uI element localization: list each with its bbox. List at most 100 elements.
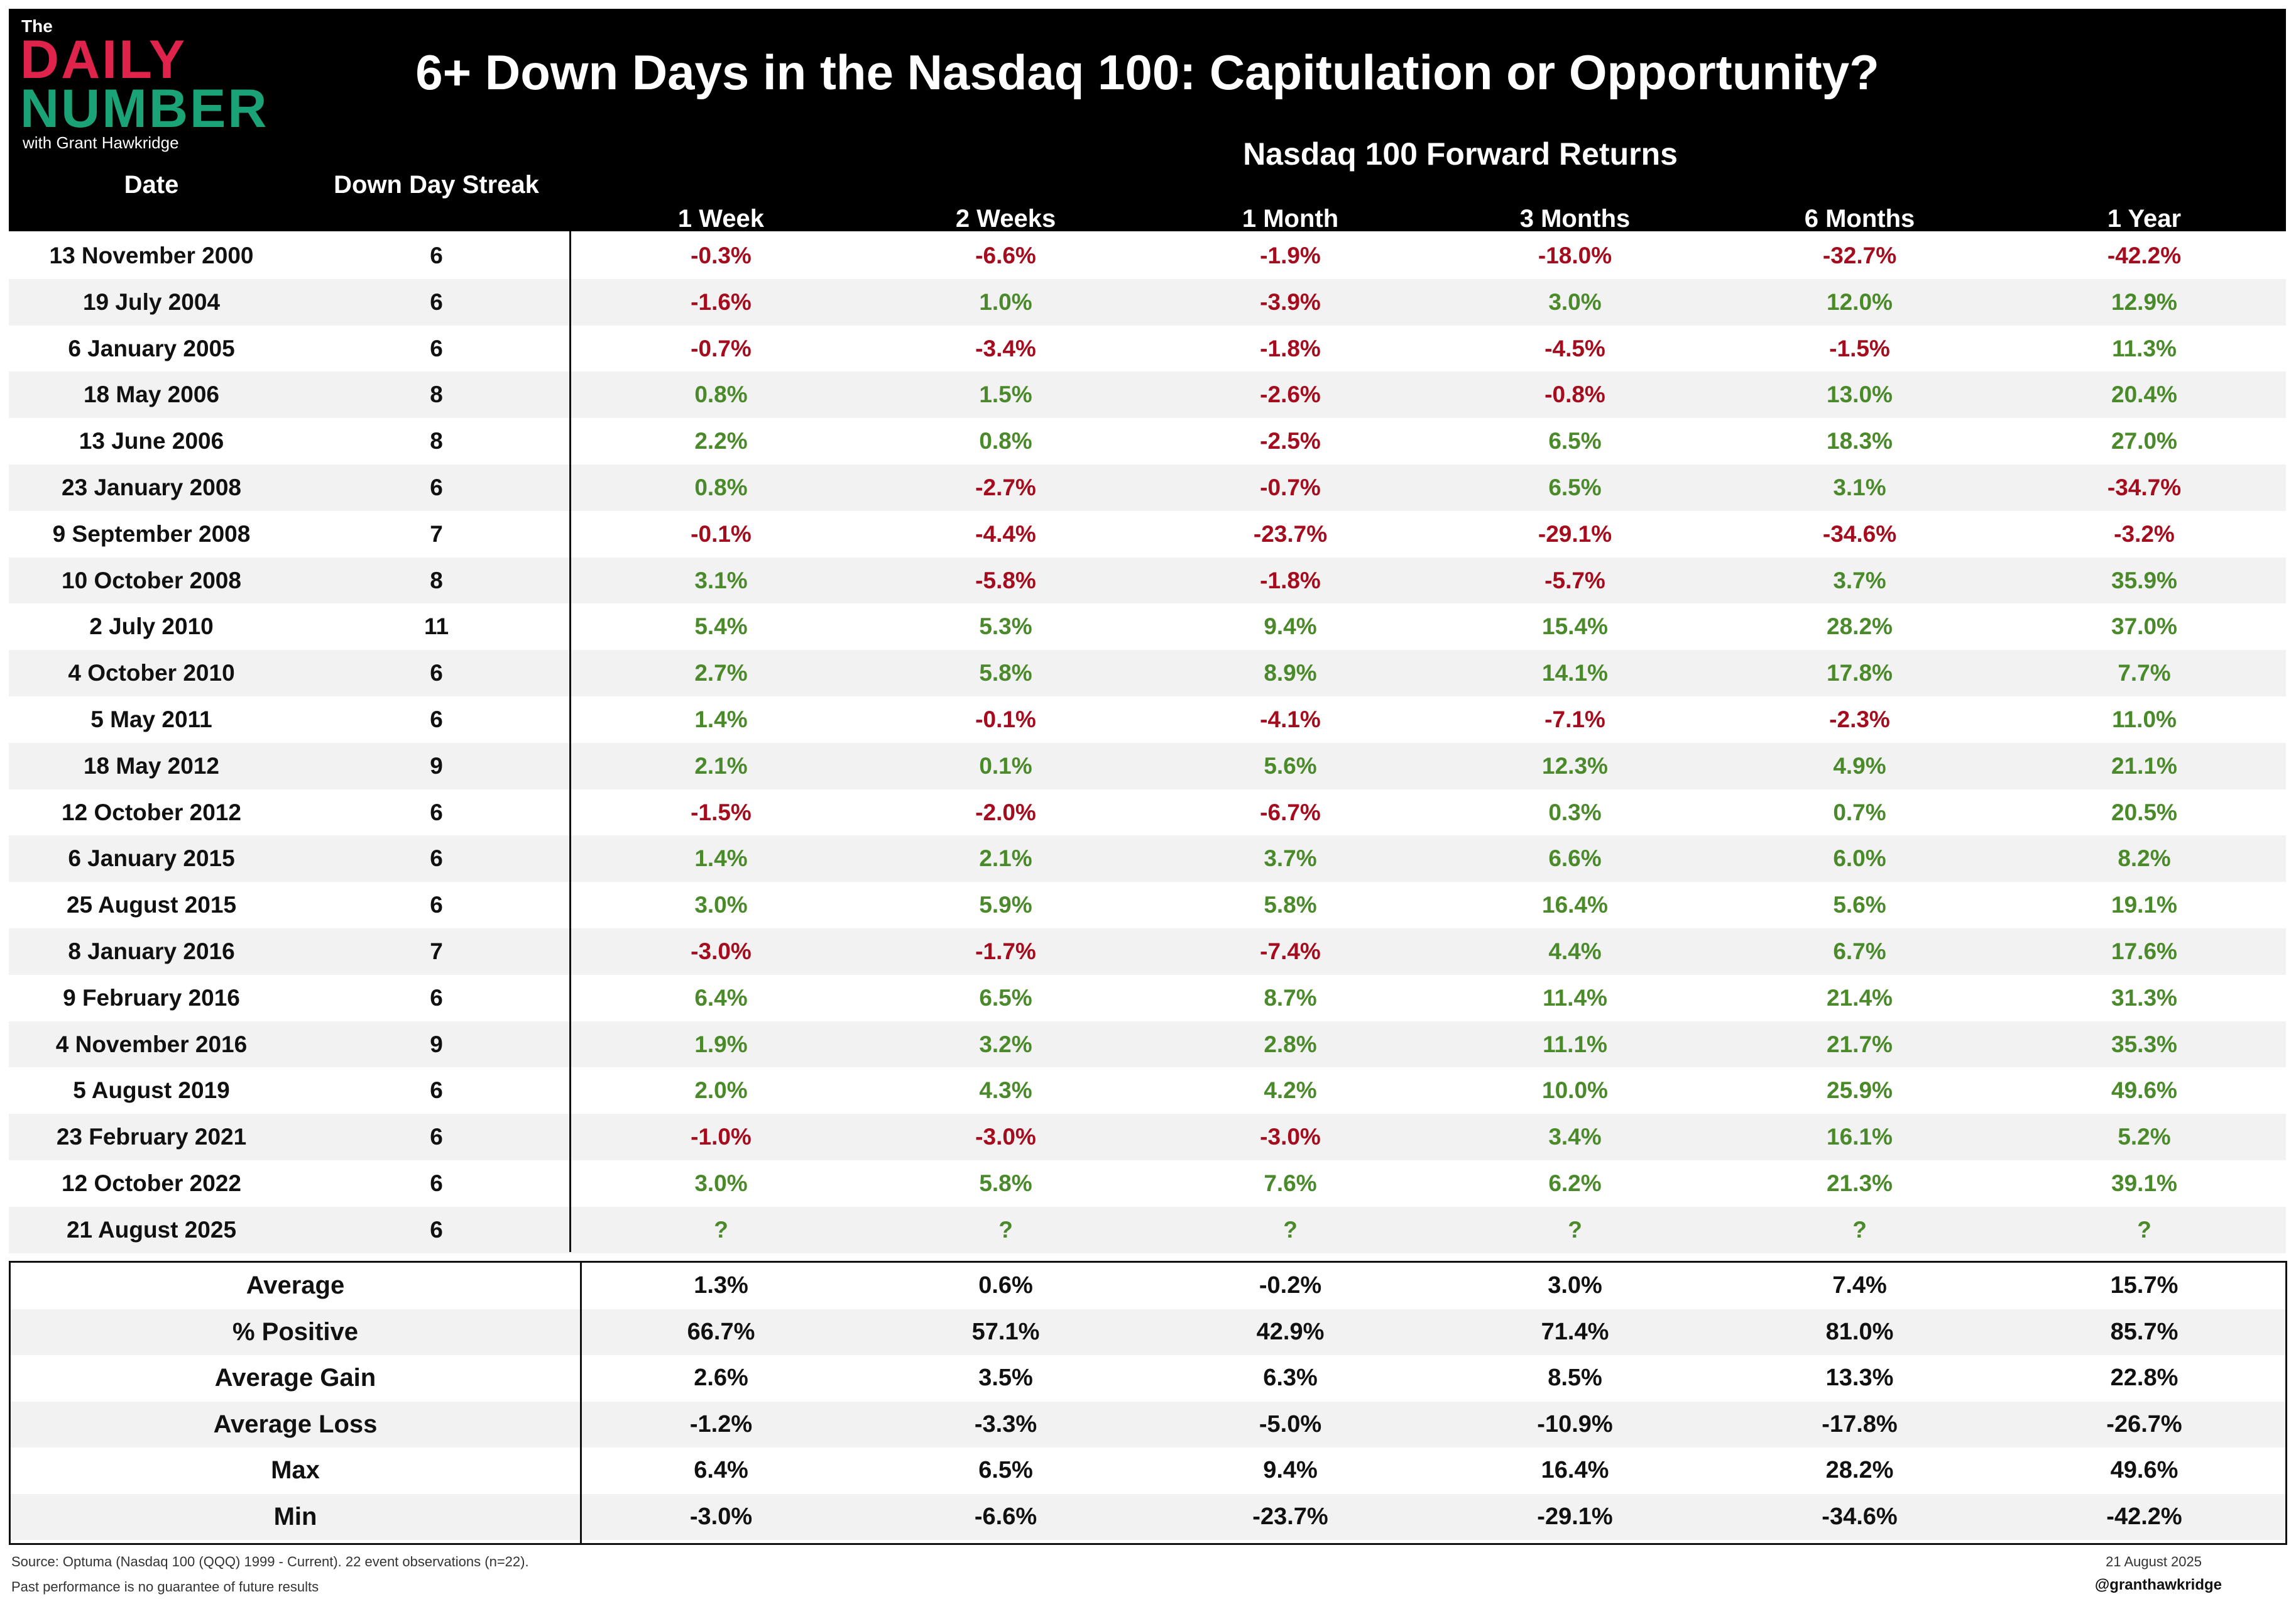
summary-value: 3.0%	[1548, 1272, 1602, 1299]
return-cell: 14.1%	[1542, 660, 1608, 686]
return-cell: 12.3%	[1542, 752, 1608, 779]
return-cell: -3.0%	[975, 1124, 1036, 1150]
table-row: 5 May 2011 6 1.4% -0.1% -4.1% -7.1% -2.3% 11.0%	[9, 696, 2286, 743]
summary-value: 0.6%	[978, 1272, 1033, 1299]
date-cell: 23 February 2021	[56, 1124, 247, 1150]
return-cell: -34.6%	[1822, 520, 1897, 547]
return-cell: 3.0%	[694, 1170, 748, 1196]
return-cell: -4.4%	[975, 520, 1036, 547]
return-cell: 6.5%	[979, 984, 1032, 1011]
forward-returns-group-title: Nasdaq 100 Forward Returns	[1243, 136, 1678, 172]
return-cell: 4.4%	[1548, 938, 1602, 964]
return-cell: 5.2%	[2118, 1124, 2171, 1150]
summary-value: -17.8%	[1822, 1410, 1898, 1437]
return-cell: -0.7%	[691, 335, 752, 361]
return-cell: 21.1%	[2111, 752, 2177, 779]
summary-value: 49.6%	[2110, 1457, 2178, 1483]
return-cell: 5.6%	[1264, 752, 1317, 779]
return-cell: 18.3%	[1827, 428, 1893, 454]
return-cell: 7.7%	[2118, 660, 2171, 686]
streak-cell: 8	[430, 382, 443, 408]
return-cell: -1.5%	[691, 799, 752, 825]
return-cell: 21.3%	[1827, 1170, 1893, 1196]
date-cell: 6 January 2005	[68, 335, 235, 361]
return-cell: -3.4%	[975, 335, 1036, 361]
summary-value: 3.5%	[978, 1365, 1033, 1391]
return-cell: -2.0%	[975, 799, 1036, 825]
return-cell: 0.8%	[694, 474, 748, 500]
summary-value: 15.7%	[2110, 1272, 2178, 1299]
column-header-1-month: 1 Month	[1242, 205, 1339, 233]
date-cell: 9 February 2016	[63, 984, 240, 1011]
return-cell: -7.4%	[1260, 938, 1321, 964]
return-cell: 5.9%	[979, 892, 1032, 918]
summary-label: Max	[271, 1456, 320, 1484]
return-cell: -1.9%	[1260, 243, 1321, 268]
return-cell: -7.1%	[1544, 706, 1605, 732]
return-cell: 6.5%	[1548, 428, 1602, 454]
return-cell: 3.0%	[694, 892, 748, 918]
return-cell: 3.1%	[694, 567, 748, 593]
column-divider	[569, 231, 571, 1252]
return-cell: 1.4%	[694, 845, 748, 872]
return-cell: -1.8%	[1260, 567, 1321, 593]
logo-byline: with Grant Hawkridge	[23, 133, 179, 152]
event-rows: 13 November 2000 6 -0.3% -6.6% -1.9% -18.0% -3…	[9, 233, 2286, 1253]
summary-value: 71.4%	[1541, 1318, 1609, 1345]
return-cell: -1.5%	[1829, 335, 1890, 361]
summary-row: Average 1.3% 0.6% -0.2% 3.0% 7.4% 15.7%	[11, 1263, 2285, 1309]
author-handle: @granthawkridge	[2094, 1576, 2222, 1593]
summary-value: 2.6%	[694, 1365, 748, 1391]
table-row: 19 July 2004 6 -1.6% 1.0% -3.9% 3.0% 12.0% 12.9…	[9, 278, 2286, 326]
return-cell: 3.1%	[1833, 474, 1886, 500]
return-cell: 12.9%	[2111, 288, 2177, 315]
return-cell: 5.8%	[1264, 892, 1317, 918]
summary-column-divider	[580, 1263, 582, 1543]
summary-value: -10.9%	[1537, 1410, 1613, 1437]
return-cell: 3.0%	[1548, 288, 1602, 315]
return-cell: 2.1%	[694, 752, 748, 779]
return-cell: -2.7%	[975, 474, 1036, 500]
return-cell: 6.0%	[1833, 845, 1886, 872]
return-cell: -0.3%	[691, 243, 752, 268]
return-cell: -1.6%	[691, 288, 752, 315]
return-cell: ?	[1568, 1216, 1582, 1243]
streak-cell: 6	[430, 1216, 443, 1243]
date-cell: 25 August 2015	[66, 892, 237, 918]
return-cell: 3.2%	[979, 1031, 1032, 1057]
return-cell: 0.1%	[979, 752, 1032, 779]
summary-value: -42.2%	[2106, 1503, 2182, 1530]
table-row: 10 October 2008 8 3.1% -5.8% -1.8% -5.7% 3.7% 3…	[9, 557, 2286, 604]
date-cell: 19 July 2004	[82, 288, 221, 315]
disclaimer-note: Past performance is no guarantee of futu…	[11, 1579, 319, 1595]
return-cell: 6.7%	[1833, 938, 1886, 964]
return-cell: -0.8%	[1544, 382, 1605, 408]
streak-cell: 9	[430, 1031, 443, 1057]
summary-row: Min -3.0% -6.6% -23.7% -29.1% -34.6% -42.2%	[11, 1493, 2285, 1540]
summary-value: 7.4%	[1832, 1272, 1887, 1299]
summary-value: -3.3%	[974, 1410, 1037, 1437]
summary-value: 57.1%	[971, 1318, 1040, 1345]
date-cell: 6 January 2015	[68, 845, 235, 872]
table-row: 5 August 2019 6 2.0% 4.3% 4.2% 10.0% 25.9% 49.6…	[9, 1067, 2286, 1114]
return-cell: 11.1%	[1543, 1031, 1607, 1057]
source-note: Source: Optuma (Nasdaq 100 (QQQ) 1999 - …	[11, 1554, 529, 1569]
streak-cell: 7	[430, 938, 443, 964]
summary-table: Average 1.3% 0.6% -0.2% 3.0% 7.4% 15.7% % Posit…	[9, 1261, 2287, 1545]
date-cell: 13 November 2000	[49, 243, 254, 268]
date-cell: 4 November 2016	[55, 1031, 248, 1057]
return-cell: -5.8%	[975, 567, 1036, 593]
table-row: 4 November 2016 9 1.9% 3.2% 2.8% 11.1% 21.7% 35…	[9, 1021, 2286, 1068]
date-cell: 5 August 2019	[73, 1077, 230, 1104]
streak-cell: 6	[430, 845, 443, 872]
return-cell: 0.8%	[979, 428, 1032, 454]
return-cell: 16.4%	[1542, 892, 1608, 918]
table-row: 13 November 2000 6 -0.3% -6.6% -1.9% -18.0% -3…	[9, 233, 2286, 279]
summary-value: 42.9%	[1256, 1318, 1325, 1345]
return-cell: 10.0%	[1542, 1077, 1608, 1104]
column-header-6-months: 6 Months	[1804, 205, 1915, 233]
return-cell: -5.7%	[1544, 567, 1605, 593]
return-cell: ?	[998, 1216, 1013, 1243]
return-cell: 1.4%	[694, 706, 748, 732]
return-cell: 13.0%	[1827, 382, 1893, 408]
